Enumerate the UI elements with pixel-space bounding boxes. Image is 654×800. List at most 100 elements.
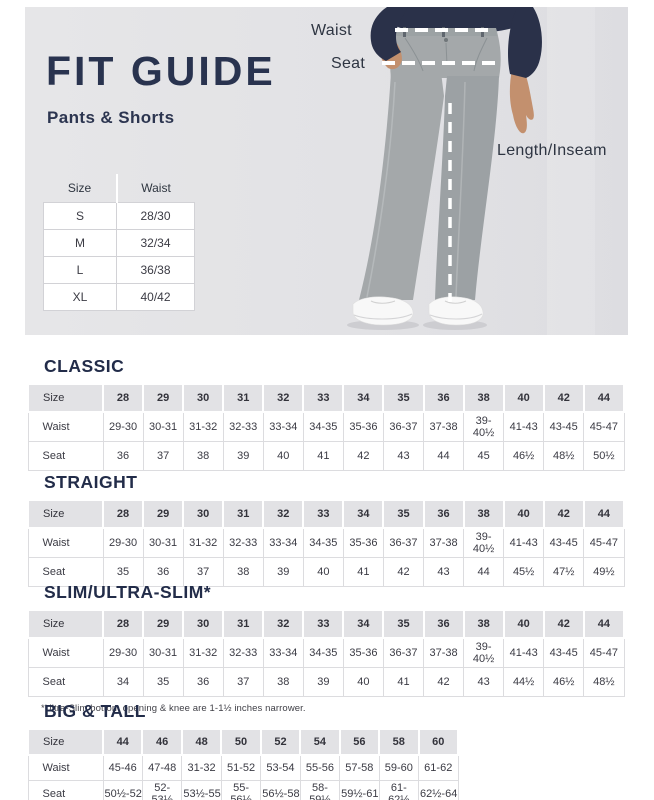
value-cell: 28/30 [116,202,195,230]
model-photo [347,7,595,335]
size-header-cell: 48 [180,728,223,756]
value-cell: 41-43 [503,637,545,668]
value-cell: 33-34 [262,527,304,558]
row-label-cell: S [43,202,117,230]
page-title: FIT GUIDE [46,48,276,94]
value-cell: 58-59½ [299,780,341,800]
value-cell: 39 [262,557,304,587]
value-cell: 59-60 [378,754,420,781]
size-header-cell: 33 [302,383,345,413]
slim-ultra-slim-table: Size 28 29 30 31 32 33 34 35 36 38 40 42 44 Waist 29-30… [27,609,626,697]
value-cell: 33-34 [262,411,304,442]
big-and-tall-title: BIG & TALL [44,701,146,721]
value-cell: 32-33 [222,411,264,442]
value-cell: 34-35 [302,411,344,442]
value-cell: 40 [342,667,384,697]
size-header-cell: 58 [378,728,420,756]
size-header-cell: 38 [462,609,505,639]
size-header-cell: 32 [262,499,305,529]
slim-ultra-slim-section: SLIM/ULTRA-SLIM* Size 28 29 30 31 32 33 34 35 36 3… [27,582,626,714]
straight-section: STRAIGHT Size 28 29 30 31 32 33 34 35 36 38 40 42 44 W… [27,472,626,587]
classic-section: CLASSIC Size 28 29 30 31 32 33 34 35 36 38 40 42 44 Wa… [27,356,626,471]
row-label-cell: Seat [27,667,104,697]
value-cell: 59½-61 [339,780,380,800]
row-label-cell: M [43,229,117,257]
big-and-tall-section: BIG & TALL Size 44 46 48 50 52 54 56 58 60 Waist 45… [27,701,625,800]
straight-title: STRAIGHT [44,472,138,492]
value-cell: 45-46 [102,754,143,781]
left-sole-line [353,313,413,320]
size-header-cell: 44 [582,499,626,529]
value-cell: 37 [182,557,224,587]
row-label-cell: Seat [27,557,104,587]
value-cell: 30-31 [142,411,184,442]
straight-table: Size 28 29 30 31 32 33 34 35 36 38 40 42 44 Waist 29-30… [27,499,626,587]
page-subtitle: Pants & Shorts [47,108,175,127]
value-cell: 40 [262,441,304,471]
value-cell: 36/38 [116,256,195,284]
size-header-cell: 54 [299,728,341,756]
size-header-cell: 40 [502,383,545,413]
value-cell: 46½ [543,667,585,697]
value-cell: 45-47 [583,637,625,668]
value-cell: 36 [102,441,144,471]
size-header-cell: 46 [141,728,183,756]
value-cell: 37-38 [422,527,465,558]
value-cell: 41 [302,441,344,471]
size-header-cell: 35 [382,499,425,529]
row-label-cell: Waist [27,411,104,442]
header-label-cell: Size [27,499,104,529]
value-cell: 39 [222,441,264,471]
size-header-cell: 32 [262,609,305,639]
pants-button [444,38,448,42]
size-header-cell: 31 [222,383,265,413]
size-header-cell: 33 [302,609,345,639]
value-cell: 43 [463,667,505,697]
value-cell: 61-62½ [378,780,420,800]
table-row: Seat 50½-52 52-53½ 53½-55 55-56½ 56½-58 58-59½… [27,780,459,800]
value-cell: 37 [142,441,184,471]
value-cell: 61-62 [418,754,459,781]
row-label-cell: Waist [27,754,104,781]
size-header-cell: 44 [101,728,144,756]
right-arm-sleeve [508,7,542,78]
table-row: S 28/30 [43,202,195,230]
right-shoe [428,296,484,326]
value-cell: 46½ [503,441,545,471]
table-row: Seat 36 37 38 39 40 41 42 43 44 45 46½ 48½ 50½ [27,441,625,471]
value-cell: 41-43 [503,527,545,558]
size-header-cell: 56 [338,728,381,756]
table-row: L 36/38 [43,256,195,284]
value-cell: 62½-64 [418,780,459,800]
ultra-slim-footnote: *Ultra-Slim bottom opening & knee are 1-… [41,703,306,714]
value-cell: 38 [182,441,224,471]
value-cell: 35-36 [342,411,384,442]
size-header-cell: 34 [342,383,385,413]
right-pocket-seam [473,37,488,72]
value-cell: 42 [422,667,465,697]
photo-highlight [547,7,595,335]
size-header-cell: 40 [502,609,545,639]
value-cell: 57-58 [339,754,380,781]
value-cell: 37-38 [422,411,465,442]
left-laces [370,300,396,304]
value-cell: 41 [382,667,425,697]
value-cell: 53-54 [260,754,301,781]
waist-measure-label: Waist [311,22,352,39]
value-cell: 45½ [503,557,545,587]
value-cell: 36-37 [382,527,425,558]
value-cell: 30-31 [142,637,184,668]
size-header-cell: 35 [382,383,425,413]
size-header-cell: 32 [262,383,305,413]
table-row: Waist 45-46 47-48 31-32 51-52 53-54 55-56 57-58… [27,754,459,781]
size-header-cell: 36 [422,499,465,529]
size-header-cell: 44 [582,383,626,413]
value-cell: 43-45 [543,637,585,668]
size-header-cell: 28 [101,383,145,413]
size-header-cell: 50 [220,728,262,756]
value-cell: 36-37 [382,411,425,442]
size-header-cell: 34 [342,609,385,639]
value-cell: 32-33 [222,637,264,668]
right-crease [455,81,466,298]
